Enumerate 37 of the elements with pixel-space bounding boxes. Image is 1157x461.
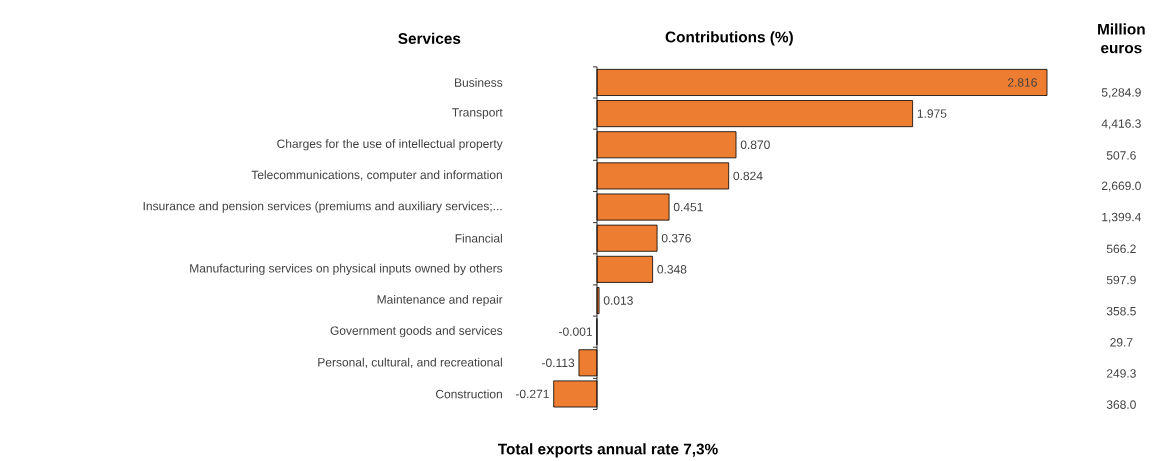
data-label: 0.348	[657, 265, 687, 274]
text: 5,284.9	[1101, 88, 1141, 99]
text: 4,416.3	[1101, 119, 1141, 130]
y-tick-label: Transport	[452, 108, 503, 119]
text: Total exports annual rate 7,3%	[497, 443, 718, 458]
data-label: -0.001	[559, 327, 592, 336]
data-label: 0.870	[740, 140, 770, 150]
text: Million euros	[1098, 23, 1145, 54]
data-label: 0.451	[673, 202, 703, 212]
y-tick-label: Financial	[455, 233, 502, 243]
data-label: 0.376	[661, 233, 691, 243]
text: 566.2	[1106, 244, 1136, 254]
y-tick-label: Charges for the use of intellectual property	[277, 139, 503, 151]
y-tick-label: Telecommunications, computer and information	[251, 170, 502, 182]
data-label: -0.271	[515, 389, 549, 399]
text: 368.0	[1106, 400, 1136, 409]
x-axis-title: Contributions (%)	[665, 31, 793, 46]
y-tick-label: Business	[455, 78, 503, 87]
text: 597.9	[1106, 275, 1136, 285]
y-tick-label: Maintenance and repair	[377, 294, 503, 307]
text: 1,399.4	[1102, 212, 1141, 223]
text: 507.6	[1106, 151, 1136, 160]
text: 2,669.0	[1101, 181, 1141, 192]
y-tick-label: Insurance and pension services (premiums and auxiliary services;...	[143, 201, 502, 213]
data-label: 1.975	[917, 109, 947, 118]
data-label: -0.113	[542, 358, 575, 368]
y-tick-label: Construction	[435, 389, 502, 399]
data-label: 2.816	[1007, 78, 1037, 87]
text: 358.5	[1106, 306, 1136, 316]
y-tick-label: Personal, cultural, and recreational	[318, 357, 502, 368]
data-label: 0.013	[603, 296, 633, 305]
y-axis-title: Services	[398, 32, 461, 44]
text: 249.3	[1106, 369, 1136, 378]
text: 29.7	[1110, 338, 1133, 347]
data-label: 0.824	[733, 171, 763, 181]
y-tick-label: Government goods and services	[330, 326, 503, 338]
y-tick-label: Manufacturing services on physical inputs owned by others	[190, 263, 503, 275]
